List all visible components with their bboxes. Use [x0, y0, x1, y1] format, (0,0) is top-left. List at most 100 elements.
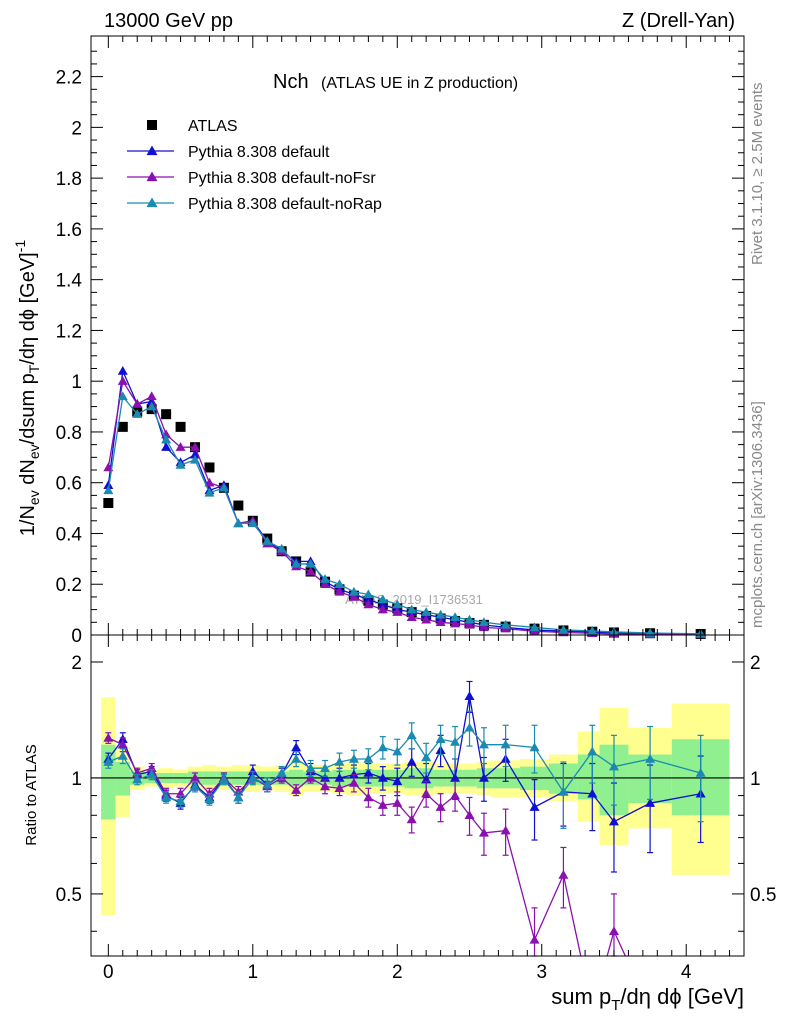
mc-point	[450, 618, 461, 628]
main-ytick-label: 0.4	[56, 524, 83, 545]
mc-point	[464, 614, 475, 624]
ratio-point	[348, 753, 359, 763]
ratio-point	[291, 785, 302, 794]
ratio-point	[478, 772, 489, 782]
mc-point	[392, 599, 403, 609]
ratio-point	[464, 810, 475, 820]
mc-point	[377, 604, 388, 614]
ratio-point	[291, 753, 302, 763]
atlas-data-point	[175, 421, 186, 432]
ratio-point	[363, 792, 374, 802]
atlas-data-point	[233, 500, 244, 511]
ratio-ytick-label-right: 0.5	[750, 885, 776, 906]
band-inner-bin	[115, 762, 131, 796]
ratio-point	[291, 742, 302, 752]
legend-label: Pythia 8.308 default	[188, 144, 330, 161]
ratio-point	[377, 772, 388, 782]
mc-point	[132, 399, 143, 408]
mc-point	[161, 442, 172, 451]
mc-point	[377, 599, 388, 609]
mc-point	[320, 579, 331, 588]
ratio-ytick-label-left: 2	[71, 653, 82, 674]
mc-point	[406, 612, 417, 621]
main-ylabel: 1/Nev dNev/dsum pT/dη dϕ [GeV]-1	[12, 240, 42, 537]
mcplots-label: mcplots.cern.ch [arXiv:1306.3436]	[749, 401, 766, 628]
legend: ATLAS Pythia 8.308 default Pythia 8.308 de…	[127, 118, 382, 213]
legend-marker	[146, 145, 158, 156]
mc-point	[334, 586, 345, 596]
legend-marker	[146, 197, 158, 208]
ratio-ytick-label-left: 1	[71, 769, 82, 790]
ratio-point	[406, 757, 417, 766]
ratio-point	[608, 761, 619, 771]
mc-point	[204, 477, 215, 487]
mc-point	[161, 429, 172, 439]
ratio-point	[117, 751, 128, 760]
ratio-line	[108, 726, 701, 802]
ratio-point	[406, 730, 417, 740]
ratio-point	[392, 746, 403, 756]
ratio-point	[190, 772, 201, 782]
ratio-point	[464, 722, 475, 732]
main-ytick-label: 1.4	[56, 271, 83, 292]
main-ytick-label: 0.2	[56, 575, 82, 596]
mc-point	[392, 607, 403, 616]
ratio-point	[608, 816, 619, 826]
ratio-line	[108, 737, 627, 956]
mc-point	[204, 487, 215, 497]
mc-point	[146, 401, 157, 411]
ratio-point	[247, 772, 258, 782]
main-ytick-label: 1.8	[56, 169, 82, 190]
ratio-point	[464, 691, 475, 700]
ratio-xlabel: sum pT/dη dϕ [GeV]	[551, 984, 744, 1014]
main-ytick-label: 2	[71, 118, 82, 139]
mc-point	[529, 622, 540, 632]
ratio-point	[103, 732, 114, 742]
mc-point	[190, 454, 201, 464]
ratio-point	[478, 739, 489, 749]
mc-point	[435, 609, 446, 619]
ratio-point	[204, 794, 215, 804]
legend-atlas-marker	[147, 120, 157, 130]
main-ytick-label: 1.6	[56, 220, 82, 241]
mc-point	[421, 614, 432, 624]
main-ytick-label: 2.2	[56, 68, 82, 89]
ratio-point	[587, 788, 598, 798]
ratio-point	[161, 792, 172, 802]
mc-point	[558, 624, 569, 634]
mc-point	[435, 617, 446, 627]
ratio-point	[146, 769, 157, 779]
ratio-point	[558, 869, 569, 879]
ratio-point	[450, 790, 461, 800]
mc-point	[117, 376, 128, 385]
mc-point	[406, 604, 417, 614]
plot-title-main: Nch	[273, 71, 309, 93]
ratio-point	[233, 792, 244, 802]
ratio-point	[262, 779, 273, 789]
ratio-point	[334, 772, 345, 782]
ratio-point	[587, 746, 598, 756]
atlas-data-point	[117, 421, 128, 432]
mc-point	[103, 485, 114, 495]
main-panel: Nch (ATLAS UE in Z production) ATLAS_201…	[56, 35, 745, 647]
rivet-label: Rivet 3.1.10, ≥ 2.5M events	[749, 83, 766, 266]
mc-point	[233, 518, 244, 528]
ratio-point	[529, 802, 540, 811]
mc-point	[218, 482, 229, 492]
ratio-point	[132, 774, 143, 784]
ratio-xtick-label: 3	[536, 962, 547, 983]
atlas-data-point	[161, 409, 172, 420]
legend-label: Pythia 8.308 default-noRap	[188, 196, 382, 213]
ratio-xtick-label: 1	[248, 962, 259, 983]
mc-point	[276, 543, 287, 553]
mc-line	[107, 368, 701, 635]
ratio-point	[175, 796, 186, 805]
legend-label: ATLAS	[188, 118, 238, 135]
legend-label: Pythia 8.308 default-noFsr	[188, 170, 376, 187]
mc-point	[305, 566, 316, 576]
ratio-point	[305, 772, 316, 782]
ratio-point	[377, 742, 388, 752]
ratio-point	[421, 752, 432, 762]
mc-point	[478, 617, 489, 627]
mc-point	[161, 434, 172, 444]
